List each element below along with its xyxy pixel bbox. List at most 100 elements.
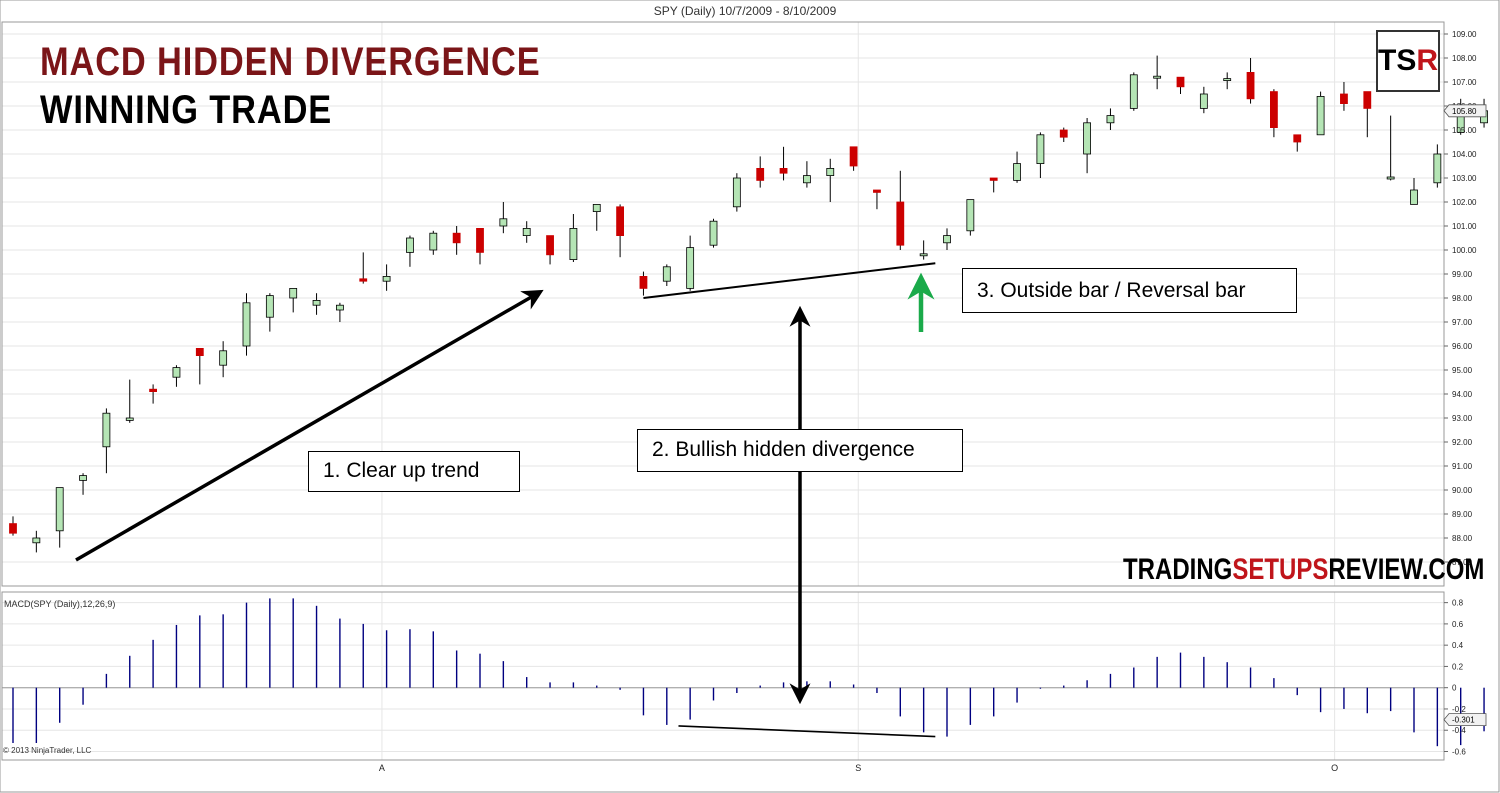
title-line-1: MACD HIDDEN DIVERGENCE xyxy=(40,40,541,84)
candle-body-up xyxy=(1013,163,1021,181)
candle xyxy=(195,347,204,385)
logo-text: TS xyxy=(1378,44,1417,77)
candle xyxy=(732,173,741,212)
candle-body-down xyxy=(779,167,788,174)
candle-body-down xyxy=(1246,72,1255,100)
candle xyxy=(1106,108,1115,130)
candle-body-down xyxy=(1270,91,1278,128)
price-tick-label: 104.00 xyxy=(1452,150,1477,159)
candle-body-down xyxy=(1293,134,1302,143)
macd-tick-label: 0.4 xyxy=(1452,641,1464,650)
macd-tick-label: 0.8 xyxy=(1452,599,1464,608)
chart-caption: SPY (Daily) 10/7/2009 - 8/10/2009 xyxy=(654,4,837,18)
candle xyxy=(32,530,41,553)
candle xyxy=(335,302,344,322)
logo-accent: R xyxy=(1416,44,1439,77)
price-tick-label: 102.00 xyxy=(1452,198,1477,207)
candle-body-up xyxy=(1316,96,1325,136)
price-tick-label: 88.00 xyxy=(1452,534,1473,543)
candle xyxy=(546,235,554,265)
candle-body-up xyxy=(1433,153,1442,184)
candle xyxy=(9,516,17,536)
candle xyxy=(312,293,321,315)
last-price-marker xyxy=(1443,104,1487,118)
candle-body-up xyxy=(172,367,181,378)
candle-body-down xyxy=(1363,91,1372,109)
price-tick-label: 87.00 xyxy=(1452,558,1473,567)
candle xyxy=(219,341,228,378)
macd-tick-label: 0.2 xyxy=(1452,662,1464,671)
title-line-2: WINNING TRADE xyxy=(40,88,333,132)
macd-tick-label: -0.2 xyxy=(1452,705,1466,714)
candle-body-up xyxy=(1386,176,1395,180)
candle xyxy=(1246,58,1255,104)
candle-body-up xyxy=(335,304,344,311)
candle-body-up xyxy=(406,237,414,253)
candle xyxy=(896,170,905,250)
candle-body-up xyxy=(102,412,111,448)
candle xyxy=(382,264,391,291)
candle-body-up xyxy=(382,275,391,282)
candle-body-down xyxy=(989,177,998,181)
candle-body-up xyxy=(732,177,741,208)
price-tick-label: 90.00 xyxy=(1452,486,1473,495)
candle-body-down xyxy=(1059,129,1068,138)
trend-arrow xyxy=(75,289,544,562)
candle-body-up xyxy=(125,417,134,421)
candle xyxy=(1433,144,1442,188)
candle xyxy=(1223,72,1232,90)
candle-body-down xyxy=(1176,76,1185,88)
macd-panel-frame xyxy=(1,591,1445,761)
candle xyxy=(102,408,111,474)
price-tick-label: 93.00 xyxy=(1452,414,1473,423)
candle xyxy=(242,293,251,356)
candle xyxy=(686,235,695,291)
month-tick-label: S xyxy=(855,763,861,773)
candle xyxy=(943,228,951,250)
last-macd-marker xyxy=(1443,713,1487,726)
candle-body-up xyxy=(803,175,811,184)
candle-body-up xyxy=(1129,74,1138,109)
candle xyxy=(55,487,64,548)
candle xyxy=(1410,178,1418,205)
price-tick-label: 95.00 xyxy=(1452,366,1473,375)
copyright: © 2013 NinjaTrader, LLC xyxy=(3,746,92,755)
price-tick-label: 98.00 xyxy=(1452,294,1473,303)
candle xyxy=(966,199,975,236)
month-tick-label: O xyxy=(1331,763,1338,773)
candle xyxy=(289,287,298,313)
candle xyxy=(1199,86,1208,114)
candle-body-up xyxy=(1199,93,1208,109)
candle xyxy=(172,365,181,387)
candle-body-down xyxy=(546,235,554,256)
candle-body-down xyxy=(195,347,204,356)
price-tick-label: 105.00 xyxy=(1452,126,1477,135)
candle-body-up xyxy=(943,235,951,244)
candle-body-up xyxy=(1083,122,1091,155)
candle xyxy=(1270,89,1278,138)
candle xyxy=(803,161,811,188)
candle-body-up xyxy=(966,199,975,232)
candle xyxy=(919,240,928,260)
candle xyxy=(406,235,414,267)
candle-body-down xyxy=(896,201,905,246)
candle-body-up xyxy=(1223,78,1232,81)
price-tick-label: 91.00 xyxy=(1452,462,1473,471)
price-tick-label: 94.00 xyxy=(1452,390,1473,399)
candle xyxy=(359,252,368,284)
price-divergence-line xyxy=(643,262,936,299)
candle xyxy=(79,473,87,495)
candle-body-up xyxy=(265,295,274,318)
candle-body-up xyxy=(219,350,228,366)
tsr-logo: TSR xyxy=(1376,30,1440,92)
candle xyxy=(849,146,858,171)
candle xyxy=(592,203,601,231)
candle xyxy=(616,204,624,258)
candle-body-down xyxy=(849,146,858,167)
candle-body-up xyxy=(662,266,671,282)
candle-body-up xyxy=(826,167,835,176)
price-tick-label: 108.00 xyxy=(1452,54,1477,63)
candle xyxy=(639,271,648,296)
candle xyxy=(149,384,158,404)
